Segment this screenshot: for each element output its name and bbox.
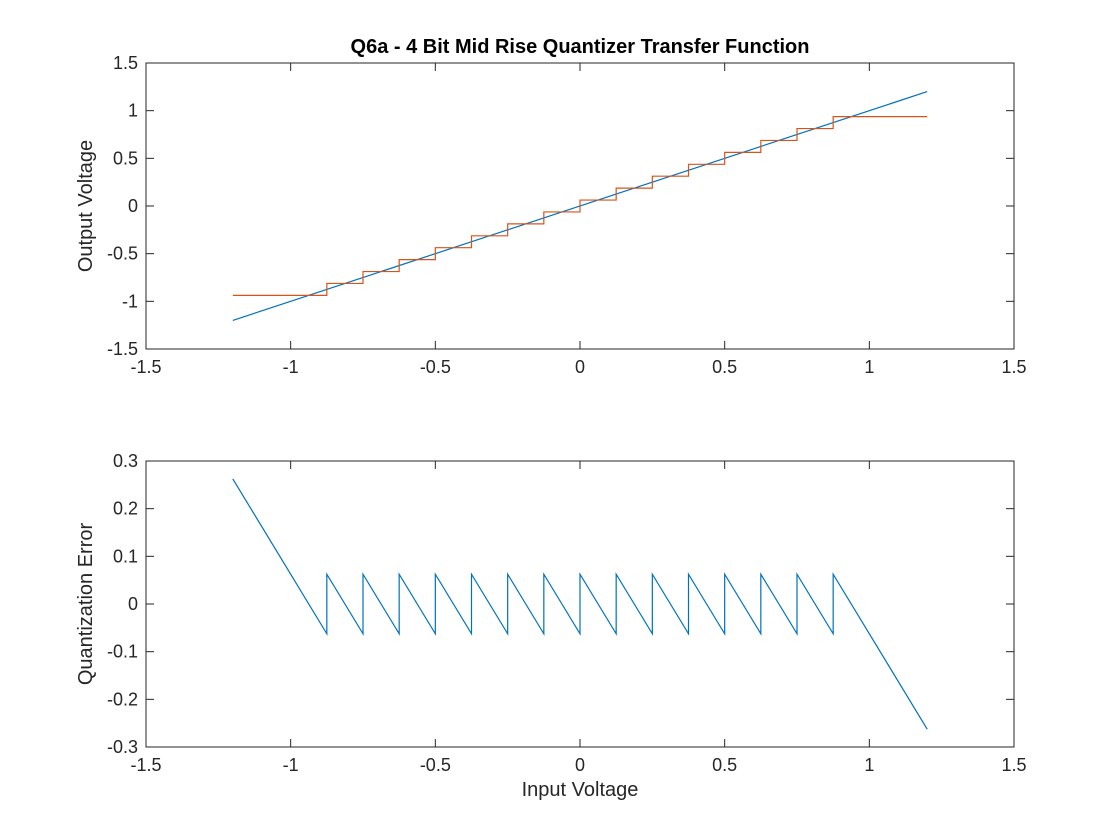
x-tick-label: -1.5 <box>130 755 161 775</box>
x-tick-label: 0.5 <box>712 755 737 775</box>
y-tick-label: 0.3 <box>113 451 138 471</box>
y-tick-label: 0.1 <box>113 546 138 566</box>
y-tick-label: 1.5 <box>113 53 138 73</box>
y-tick-label: -0.1 <box>107 642 138 662</box>
y-tick-label: 0.5 <box>113 148 138 168</box>
x-tick-label: 1.5 <box>1001 755 1026 775</box>
x-tick-label: -0.5 <box>420 755 451 775</box>
x-tick-label: 1 <box>864 357 874 377</box>
x-tick-label: 0 <box>575 755 585 775</box>
x-tick-label: 0.5 <box>712 357 737 377</box>
y-tick-label: -1 <box>122 291 138 311</box>
x-tick-label: 1.5 <box>1001 357 1026 377</box>
x-tick-label: 0 <box>575 357 585 377</box>
figure-title: Q6a - 4 Bit Mid Rise Quantizer Transfer … <box>351 36 810 58</box>
quantization-error-axes: -1.5 -1 -0.5 0 0.5 1 1.5 -0.3 -0.2 -0.1 0 0.1 0.2 0.3… <box>75 451 1027 801</box>
y-tick-label: 0 <box>128 594 138 614</box>
x-axis-label: Input Voltage <box>522 779 639 801</box>
y-axis-label: Quantization Error <box>75 523 97 686</box>
y-tick-label: -0.2 <box>107 689 138 709</box>
y-tick-label: 0.2 <box>113 499 138 519</box>
x-tick-label: -1 <box>283 357 299 377</box>
y-tick-label: -0.3 <box>107 737 138 757</box>
y-tick-label: -1.5 <box>107 339 138 359</box>
series-line-1 <box>232 116 928 296</box>
x-tick-label: -1 <box>283 755 299 775</box>
x-tick-label: -1.5 <box>130 357 161 377</box>
y-axis-label: Output Voltage <box>75 140 97 272</box>
x-tick-label: 1 <box>864 755 874 775</box>
transfer-function-axes: -1.5 -1 -0.5 0 0.5 1 1.5 -1.5 -1 -0.5 0 0.5 1 1.5 Outp… <box>75 53 1027 377</box>
x-tick-label: -0.5 <box>420 357 451 377</box>
y-tick-label: -0.5 <box>107 244 138 264</box>
series-line-0 <box>232 478 928 730</box>
y-tick-label: 1 <box>128 101 138 121</box>
y-tick-label: 0 <box>128 196 138 216</box>
